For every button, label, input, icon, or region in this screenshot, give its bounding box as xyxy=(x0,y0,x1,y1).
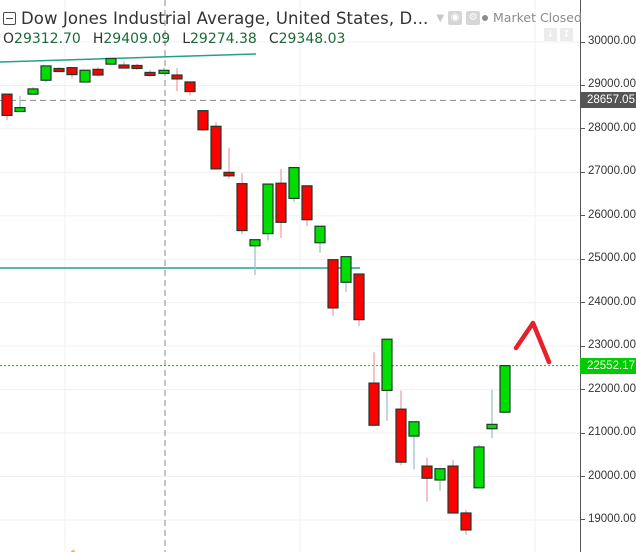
axis-label: 22000.00 xyxy=(588,382,636,395)
candle-up xyxy=(158,69,170,74)
axis-tick xyxy=(580,302,585,304)
ohlc-low-key: L xyxy=(182,31,190,47)
axis-tick xyxy=(580,41,585,43)
symbol-title[interactable]: Dow Jones Industrial Average, United Sta… xyxy=(21,8,429,28)
axis-tick xyxy=(580,519,585,521)
axis-label: 20000.00 xyxy=(588,469,636,482)
candle-up xyxy=(79,69,91,83)
candle-down xyxy=(210,125,222,170)
axis-label: 28000.00 xyxy=(588,121,636,134)
minus-square-icon[interactable] xyxy=(3,11,16,25)
candle-up xyxy=(262,183,274,235)
chart-legend: Dow Jones Industrial Average, United Sta… xyxy=(0,6,481,50)
ohlc-low-value: 29274.38 xyxy=(190,31,257,47)
axis-tick xyxy=(580,345,585,347)
candle-down xyxy=(92,68,104,76)
ohlc-high-key: H xyxy=(92,31,104,47)
ohlc-open-value: 29312.70 xyxy=(14,31,81,47)
candle-down xyxy=(66,67,78,76)
candle-up xyxy=(40,65,52,81)
candle-down xyxy=(1,93,13,117)
trendline-drawing xyxy=(0,53,257,63)
last-price-tag: 22552.17 xyxy=(580,357,636,374)
candle-up xyxy=(381,338,393,392)
axis-tick xyxy=(580,215,585,217)
candle-down xyxy=(447,465,459,514)
axis-label: 27000.00 xyxy=(588,165,636,178)
axis-label: 25000.00 xyxy=(588,252,636,265)
ohlc-open-key: O xyxy=(3,31,15,47)
candle-up xyxy=(434,468,446,481)
crosshair-price-tag: 28657.05 xyxy=(580,92,636,109)
candle-down xyxy=(197,110,209,131)
axis-label: 26000.00 xyxy=(588,208,636,221)
candle-down xyxy=(184,81,196,93)
ohlc-values: O29312.70 H29409.09 L29274.38 C29348.03 xyxy=(0,30,480,48)
candle-down xyxy=(301,185,313,221)
candle-down xyxy=(144,71,156,77)
axis-tick xyxy=(580,476,585,477)
candle-up xyxy=(27,88,39,95)
candle-up xyxy=(408,421,420,437)
candle-up xyxy=(340,256,352,283)
axis-label: 29000.00 xyxy=(588,78,636,91)
candle-up xyxy=(486,423,498,430)
candle-down xyxy=(460,512,472,531)
gear-icon[interactable]: ⚙ xyxy=(466,11,481,25)
axis-label: 19000.00 xyxy=(588,512,636,525)
candle-up xyxy=(105,57,117,65)
axis-label: 21000.00 xyxy=(588,426,636,439)
annotation-caret-drawing xyxy=(513,320,552,365)
candle-up xyxy=(14,107,26,113)
candle-down xyxy=(53,67,65,73)
ohlc-close: C29348.03 xyxy=(269,31,346,47)
ohlc-high-value: 29409.09 xyxy=(103,31,171,47)
legend-title-row: Dow Jones Industrial Average, United Sta… xyxy=(0,6,481,30)
axis-tick xyxy=(580,389,585,391)
axis-tick xyxy=(580,84,585,86)
ohlc-open: O29312.70 xyxy=(3,31,81,47)
ohlc-high: H29409.09 xyxy=(93,31,170,47)
candle-down xyxy=(171,74,183,80)
axis-label: 30000.00 xyxy=(588,35,636,47)
candle-up xyxy=(314,225,326,244)
axis-tick xyxy=(580,258,585,260)
candle-down xyxy=(275,182,287,223)
axis-tick xyxy=(580,432,585,434)
axis-tick xyxy=(580,128,585,130)
eye-icon[interactable]: ◉ xyxy=(448,11,463,25)
candle-down xyxy=(236,183,248,232)
candle-down xyxy=(223,171,235,177)
candle-down xyxy=(131,64,143,70)
arrow-down-icon[interactable]: ↓ xyxy=(544,28,557,41)
candle-down xyxy=(353,273,365,321)
candle-down xyxy=(421,465,433,479)
candle-up xyxy=(473,446,485,489)
ohlc-low: L29274.38 xyxy=(182,31,257,47)
axis-label: 23000.00 xyxy=(588,339,636,352)
axis-label: 24000.00 xyxy=(588,295,636,308)
candle-up xyxy=(249,239,261,247)
chevron-down-icon[interactable]: ▼ xyxy=(436,12,445,24)
market-status: Market Closed xyxy=(482,10,582,25)
ohlc-close-key: C xyxy=(268,31,279,47)
candle-down xyxy=(327,259,339,309)
candle-down xyxy=(395,408,407,463)
market-status-label: Market Closed xyxy=(493,10,582,25)
scale-buttons: ↓ ↕ xyxy=(541,28,573,41)
ohlc-close-value: 29348.03 xyxy=(278,31,346,47)
candle-down xyxy=(368,382,380,426)
status-dot-icon xyxy=(482,14,488,21)
candle-up xyxy=(288,166,300,200)
arrows-vertical-icon[interactable]: ↕ xyxy=(560,28,573,41)
candle-up xyxy=(499,365,511,413)
axis-tick xyxy=(580,171,585,173)
candle-down xyxy=(118,64,130,69)
